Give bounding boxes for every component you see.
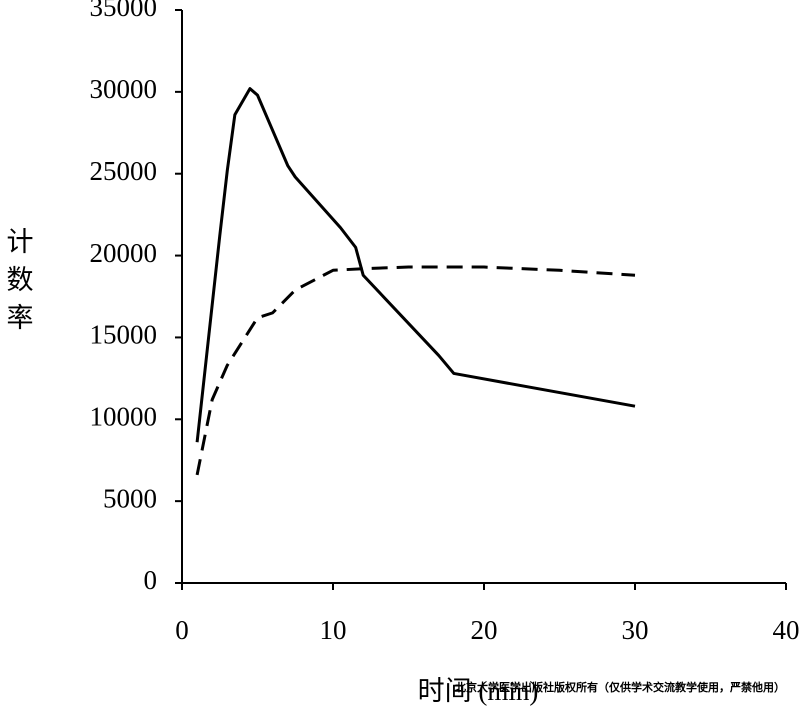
y-tick-label: 20000 (90, 238, 158, 268)
x-tick-label: 10 (320, 615, 347, 645)
y-tick-label: 5000 (103, 483, 157, 513)
y-tick-label: 10000 (90, 401, 158, 431)
x-tick-label: 40 (773, 615, 800, 645)
x-axis-label: 时间 (min) (418, 676, 539, 706)
y-tick-label: 15000 (90, 320, 158, 350)
y-tick-label: 30000 (90, 74, 158, 104)
y-tick-label: 35000 (90, 0, 158, 22)
data-line (195, 87, 636, 443)
y-axis-label: 计数率 (7, 227, 34, 333)
data-line (195, 265, 636, 476)
y-tick-label: 25000 (90, 156, 158, 186)
y-tick-label: 0 (144, 565, 158, 595)
x-tick-label: 0 (175, 615, 189, 645)
x-tick-label: 20 (471, 615, 498, 645)
watermark: 北京大学医学出版社版权所有（仅供学术交流教学使用，严禁他用） (455, 680, 785, 694)
x-tick-label: 30 (622, 615, 649, 645)
